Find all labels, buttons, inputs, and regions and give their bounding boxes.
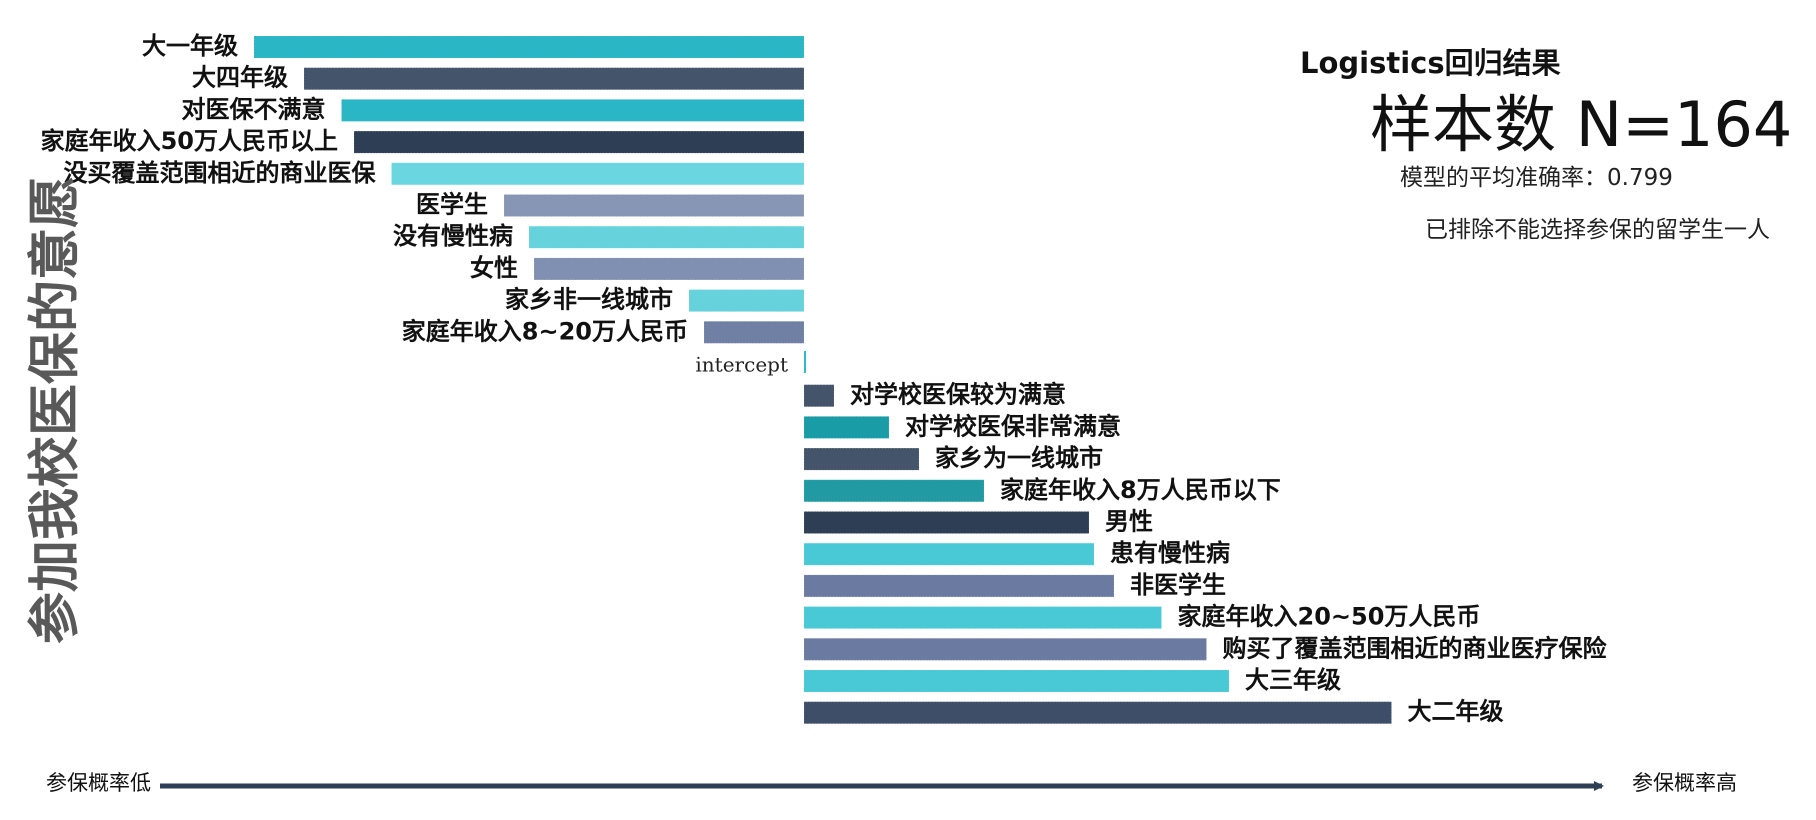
labels-layer: 大一年级大四年级对医保不满意家庭年收入50万人民币以上没买覆盖范围相近的商业医保… <box>41 32 1608 726</box>
bar-label-5: 医学生 <box>416 191 488 219</box>
bar-label-10: intercept <box>695 353 788 377</box>
exclusion-note: 已排除不能选择参保的留学生一人 <box>1425 217 1770 243</box>
bars-layer <box>253 35 1392 725</box>
bar-label-3: 家庭年收入50万人民币以上 <box>41 127 338 155</box>
bar-0 <box>253 35 805 59</box>
bar-1 <box>303 67 805 91</box>
bar-17 <box>803 574 1115 598</box>
bar-5 <box>503 194 805 217</box>
sample-size: 样本数 N=164 <box>1370 88 1793 161</box>
bar-4 <box>391 162 805 186</box>
bar-14 <box>803 479 985 503</box>
bar-7 <box>533 257 805 281</box>
bar-3 <box>353 130 805 154</box>
bar-label-9: 家庭年收入8~20万人民币 <box>402 317 688 345</box>
bar-16 <box>803 542 1095 566</box>
bar-label-13: 家乡为一线城市 <box>935 444 1103 472</box>
bar-label-12: 对学校医保非常满意 <box>905 412 1121 440</box>
bar-label-21: 大二年级 <box>1408 698 1504 726</box>
bar-12 <box>803 415 890 439</box>
bar-6 <box>528 225 805 249</box>
bar-15 <box>803 511 1090 534</box>
model-method-title: Logistics回归结果 <box>1300 46 1561 80</box>
axis-low-label: 参保概率低 <box>46 771 151 795</box>
bar-label-16: 患有慢性病 <box>1110 539 1230 567</box>
bar-label-2: 对医保不满意 <box>182 95 326 123</box>
bar-label-0: 大一年级 <box>142 32 238 60</box>
bar-11 <box>803 384 835 408</box>
bar-9 <box>703 320 805 344</box>
bar-label-4: 没买覆盖范围相近的商业医保 <box>64 159 377 187</box>
bar-10 <box>803 350 807 374</box>
bar-21 <box>803 701 1392 725</box>
bar-label-19: 购买了覆盖范围相近的商业医疗保险 <box>1223 634 1608 662</box>
bar-label-20: 大三年级 <box>1245 666 1341 694</box>
bar-label-18: 家庭年收入20~50万人民币 <box>1178 603 1481 631</box>
bar-8 <box>688 289 805 313</box>
y-axis-title: 参加我校医保的意愿 <box>25 175 86 645</box>
bar-18 <box>803 606 1162 630</box>
bar-label-11: 对学校医保较为满意 <box>850 381 1066 409</box>
bar-19 <box>803 637 1207 661</box>
bar-13 <box>803 447 920 471</box>
bar-label-7: 女性 <box>470 254 518 282</box>
bar-label-6: 没有慢性病 <box>393 222 513 250</box>
model-accuracy: 模型的平均准确率：0.799 <box>1400 165 1673 191</box>
bar-label-14: 家庭年收入8万人民币以下 <box>1000 476 1281 504</box>
bar-label-8: 家乡非一线城市 <box>505 286 673 314</box>
bar-label-15: 男性 <box>1105 508 1153 536</box>
bar-2 <box>341 98 805 122</box>
bar-20 <box>803 669 1230 693</box>
bar-label-1: 大四年级 <box>192 64 288 92</box>
axis-high-label: 参保概率高 <box>1632 771 1737 795</box>
bar-label-17: 非医学生 <box>1130 571 1226 599</box>
